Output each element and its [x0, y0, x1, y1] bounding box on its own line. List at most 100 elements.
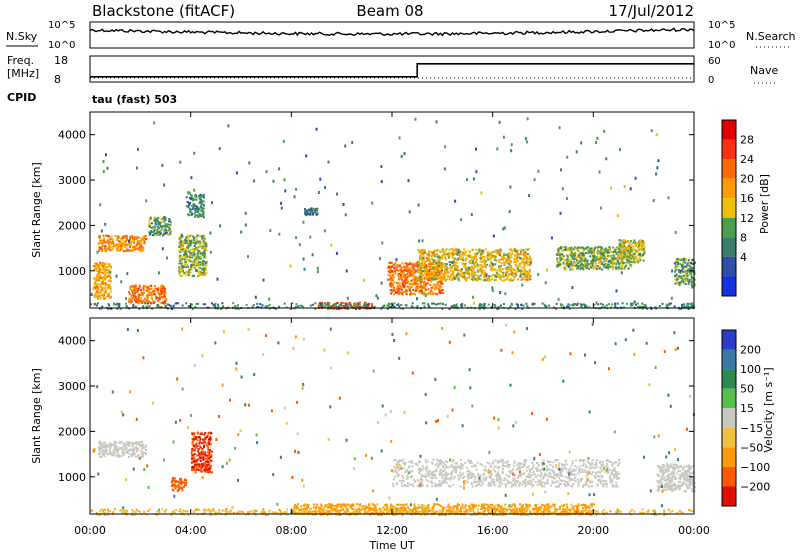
- data-point: [400, 291, 402, 293]
- data-point: [103, 265, 105, 267]
- data-point: [566, 156, 568, 159]
- data-point: [111, 235, 113, 237]
- data-point: [523, 261, 525, 263]
- data-point: [208, 440, 210, 442]
- data-point: [522, 278, 524, 280]
- data-point: [126, 238, 128, 240]
- data-point: [123, 250, 125, 252]
- data-point: [134, 293, 136, 295]
- data-point: [689, 281, 691, 283]
- data-point: [677, 265, 679, 267]
- data-point: [397, 274, 399, 276]
- data-point: [520, 253, 522, 255]
- data-point: [401, 267, 403, 269]
- data-point: [562, 246, 564, 248]
- data-point: [496, 147, 498, 150]
- data-point: [585, 252, 587, 254]
- data-point: [130, 286, 132, 288]
- data-point: [422, 270, 424, 272]
- data-point: [626, 241, 628, 243]
- data-point: [458, 279, 460, 281]
- data-point: [468, 267, 470, 270]
- data-point: [435, 262, 437, 264]
- data-point: [530, 261, 532, 263]
- data-point: [200, 460, 202, 462]
- data-point: [449, 261, 451, 263]
- data-point: [219, 224, 221, 227]
- data-point: [567, 259, 569, 261]
- data-point: [207, 433, 209, 435]
- data-point: [181, 247, 183, 249]
- data-point: [432, 259, 434, 261]
- data-point: [302, 221, 304, 224]
- data-point: [100, 442, 102, 444]
- data-point: [101, 250, 103, 252]
- data-point: [678, 275, 680, 277]
- data-point: [133, 238, 135, 240]
- data-point: [455, 262, 457, 264]
- data-point: [475, 148, 477, 151]
- data-point: [666, 304, 668, 306]
- data-point: [135, 248, 137, 250]
- data-point: [494, 263, 496, 265]
- data-point: [690, 273, 692, 275]
- data-point: [434, 276, 436, 278]
- data-point: [312, 304, 314, 306]
- data-point: [603, 130, 605, 133]
- data-point: [268, 298, 270, 301]
- data-point: [162, 234, 164, 236]
- data-point: [339, 304, 341, 306]
- data-point: [438, 261, 440, 263]
- data-point: [164, 229, 166, 231]
- data-point: [363, 305, 365, 307]
- data-point: [135, 298, 137, 300]
- data-point: [157, 226, 159, 228]
- data-point: [198, 458, 200, 460]
- data-point: [103, 240, 105, 242]
- data-point: [686, 305, 688, 307]
- data-point: [202, 263, 204, 266]
- data-point: [475, 255, 477, 257]
- data-point: [491, 286, 493, 289]
- data-point: [393, 267, 395, 269]
- data-point: [633, 239, 635, 241]
- data-point: [104, 269, 106, 271]
- data-point: [124, 449, 126, 451]
- data-point: [346, 270, 348, 273]
- data-point: [100, 239, 102, 241]
- data-point: [388, 279, 390, 281]
- data-point: [193, 438, 195, 440]
- data-point: [150, 288, 152, 290]
- data-point: [186, 248, 188, 250]
- data-point: [99, 295, 101, 297]
- data-point: [180, 478, 182, 480]
- data-point: [104, 271, 106, 273]
- data-point: [184, 259, 186, 261]
- data-point: [635, 261, 637, 263]
- data-point: [634, 300, 636, 303]
- data-point: [165, 305, 167, 307]
- data-point: [195, 447, 197, 449]
- data-point: [140, 297, 142, 299]
- data-point: [485, 248, 487, 250]
- data-point: [573, 303, 575, 305]
- data-point: [634, 249, 636, 251]
- data-point: [185, 237, 187, 239]
- data-point: [195, 211, 197, 213]
- data-point: [297, 305, 299, 307]
- data-point: [447, 278, 449, 280]
- nave-label: Nave: [750, 64, 778, 77]
- data-point: [437, 249, 439, 251]
- data-point: [227, 124, 229, 127]
- data-point: [438, 281, 440, 283]
- data-point: [605, 248, 607, 250]
- data-point: [580, 258, 582, 260]
- data-point: [182, 258, 184, 260]
- data-point: [487, 254, 489, 256]
- data-point: [121, 455, 123, 457]
- data-point: [509, 265, 511, 267]
- data-point: [571, 286, 573, 289]
- data-point: [96, 251, 98, 254]
- data-point: [193, 445, 195, 447]
- data-point: [109, 448, 111, 450]
